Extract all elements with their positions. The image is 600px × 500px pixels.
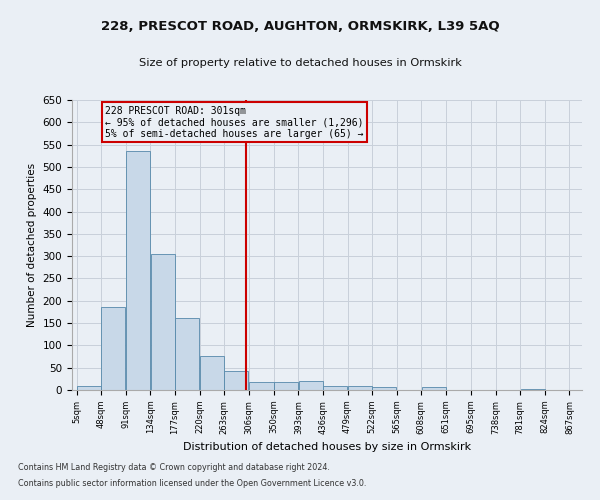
Y-axis label: Number of detached properties: Number of detached properties [27, 163, 37, 327]
Bar [299, 381, 323, 390]
Text: 228, PRESCOT ROAD, AUGHTON, ORMSKIRK, L39 5AQ: 228, PRESCOT ROAD, AUGHTON, ORMSKIRK, L3… [101, 20, 499, 33]
Text: Contains public sector information licensed under the Open Government Licence v3: Contains public sector information licen… [18, 478, 367, 488]
Bar [151, 254, 175, 390]
Bar [175, 318, 199, 390]
Text: Contains HM Land Registry data © Crown copyright and database right 2024.: Contains HM Land Registry data © Crown c… [18, 464, 330, 472]
Bar [373, 387, 397, 390]
Bar [101, 307, 125, 390]
Bar [422, 388, 446, 390]
Bar [249, 382, 274, 390]
Bar [274, 382, 298, 390]
Bar [77, 386, 101, 390]
Text: Size of property relative to detached houses in Ormskirk: Size of property relative to detached ho… [139, 58, 461, 68]
Bar [323, 386, 347, 390]
Bar [521, 388, 545, 390]
X-axis label: Distribution of detached houses by size in Ormskirk: Distribution of detached houses by size … [183, 442, 471, 452]
Bar [200, 356, 224, 390]
Bar [126, 152, 150, 390]
Text: 228 PRESCOT ROAD: 301sqm
← 95% of detached houses are smaller (1,296)
5% of semi: 228 PRESCOT ROAD: 301sqm ← 95% of detach… [105, 106, 364, 139]
Bar [224, 372, 248, 390]
Bar [348, 386, 372, 390]
